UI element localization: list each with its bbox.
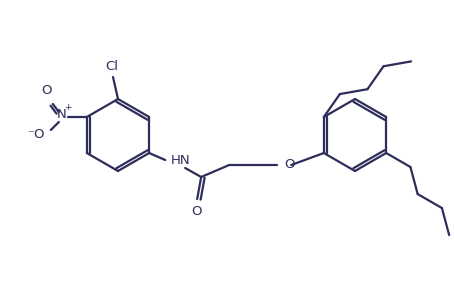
Text: HN: HN (171, 155, 191, 168)
Text: ⁻O: ⁻O (27, 128, 45, 142)
Text: N: N (57, 108, 67, 121)
Text: O: O (284, 158, 295, 170)
Text: +: + (64, 104, 72, 113)
Text: Cl: Cl (105, 60, 118, 73)
Text: O: O (42, 84, 52, 97)
Text: O: O (191, 205, 202, 218)
